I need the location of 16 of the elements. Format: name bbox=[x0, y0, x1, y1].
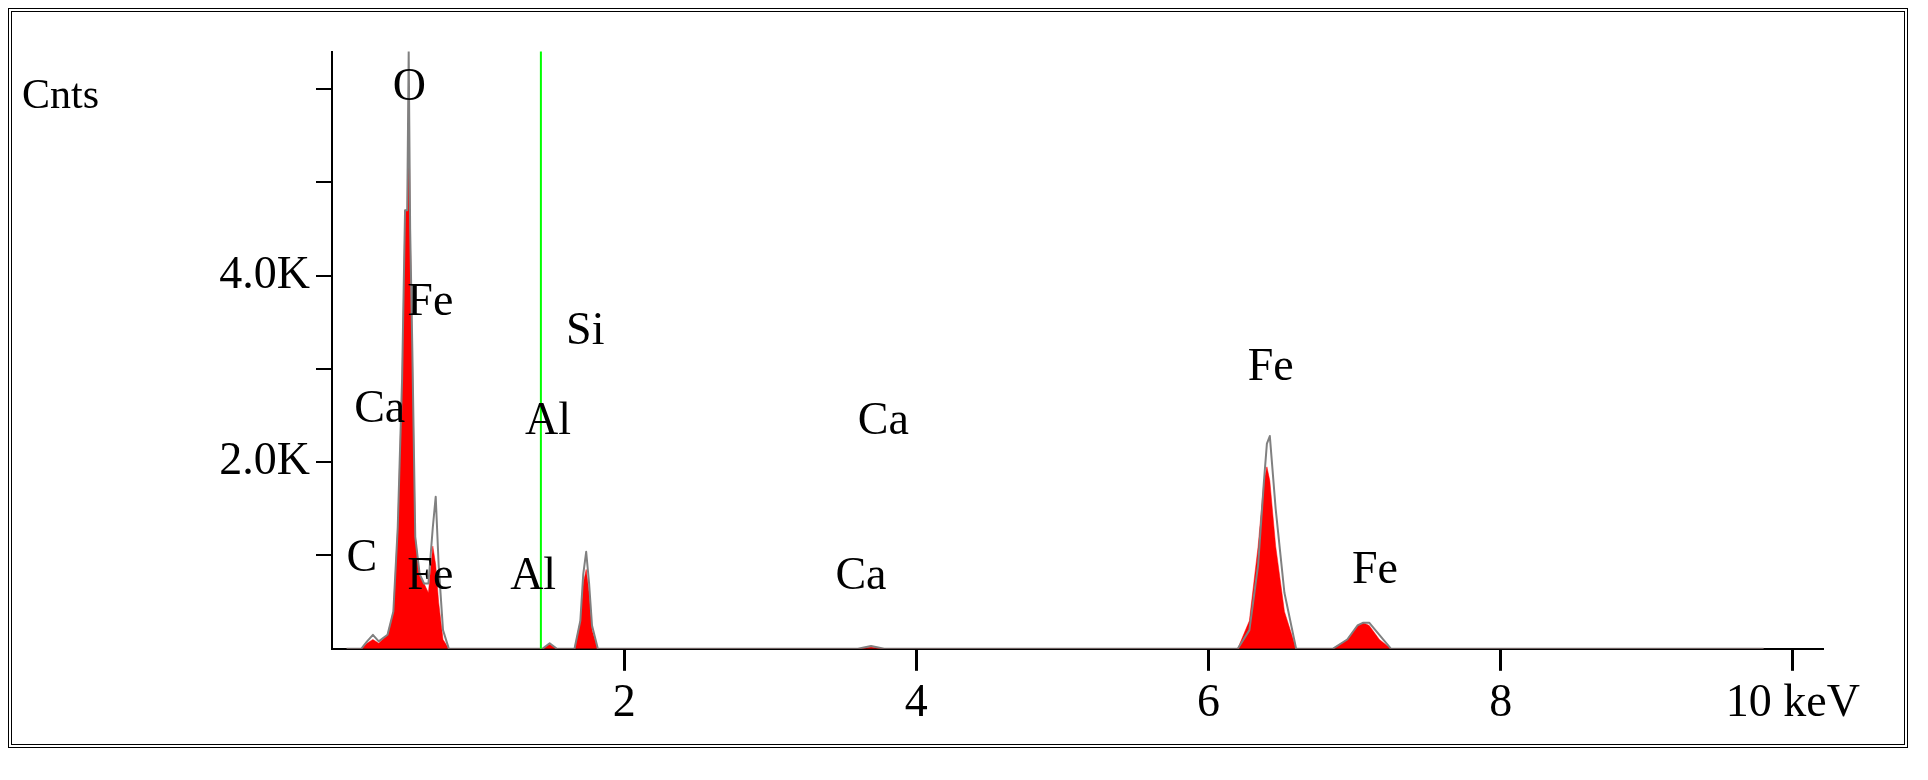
x-tick-label: 10 keV bbox=[1725, 675, 1860, 727]
y-tick-label: 4.0K bbox=[219, 246, 310, 298]
x-tick-label: 8 bbox=[1489, 675, 1513, 727]
annotation: Fe bbox=[1247, 339, 1294, 391]
annotation: Fe bbox=[1352, 542, 1398, 594]
y-axis-title: Cnts bbox=[22, 70, 100, 117]
x-tick-label: 4 bbox=[904, 675, 928, 727]
annotation: Fe bbox=[407, 548, 454, 600]
x-tick-label: 2 bbox=[612, 675, 636, 727]
annotation: O bbox=[392, 58, 427, 110]
annotation: C bbox=[346, 530, 378, 582]
annotation: Si bbox=[566, 303, 605, 355]
annotation: Ca bbox=[835, 548, 887, 600]
y-tick-label: 2.0K bbox=[219, 433, 310, 485]
annotation: Ca bbox=[857, 392, 909, 444]
x-tick-label: 6 bbox=[1196, 675, 1220, 727]
